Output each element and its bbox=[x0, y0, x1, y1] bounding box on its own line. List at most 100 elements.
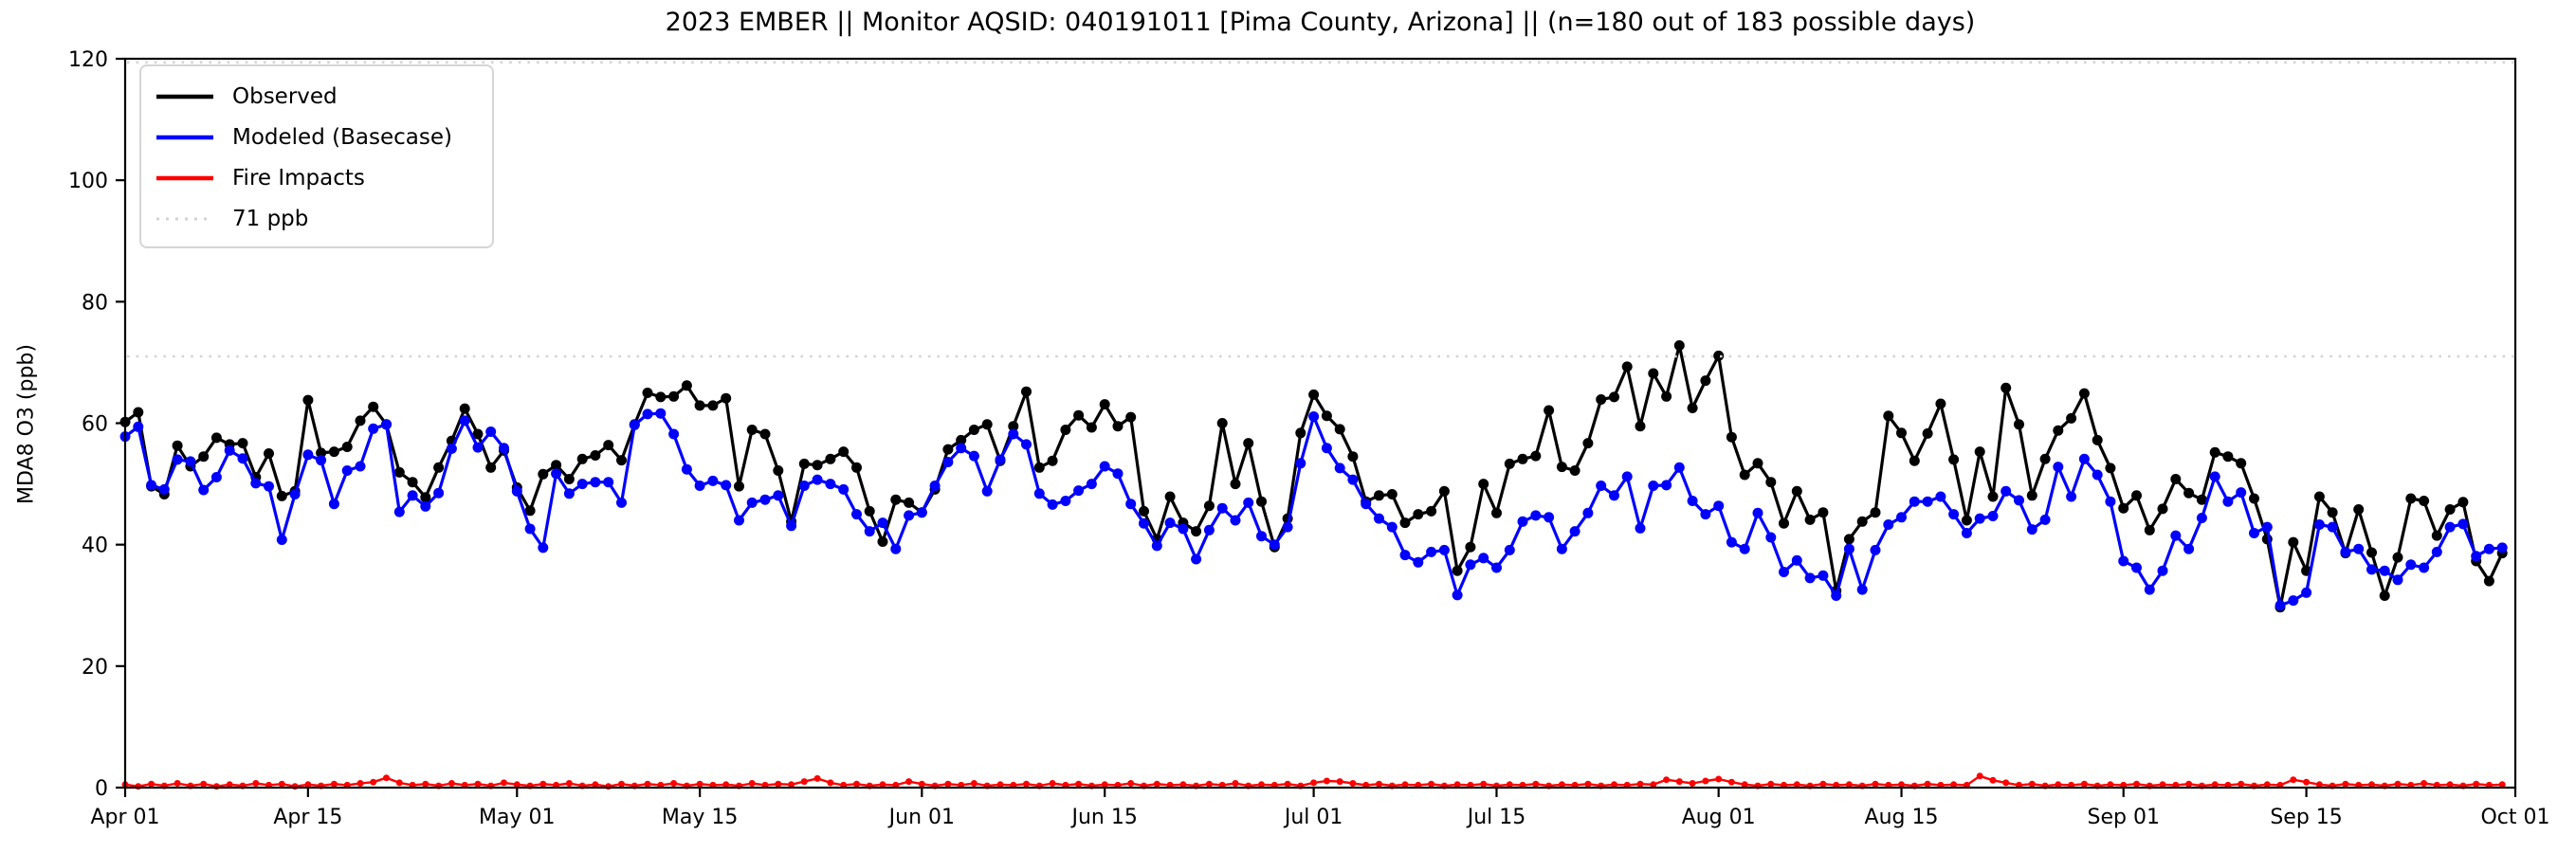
data-point bbox=[551, 468, 562, 480]
data-point bbox=[1399, 550, 1411, 561]
data-point bbox=[2209, 446, 2220, 458]
data-point bbox=[1452, 565, 1463, 576]
data-point bbox=[655, 391, 667, 403]
data-point bbox=[2303, 778, 2311, 786]
data-point bbox=[174, 780, 181, 787]
data-point bbox=[1191, 526, 1202, 537]
data-point bbox=[942, 444, 954, 455]
data-point bbox=[1465, 559, 1476, 571]
data-point bbox=[603, 477, 614, 488]
data-point bbox=[226, 781, 233, 789]
legend-line-sample bbox=[156, 175, 213, 180]
data-point bbox=[250, 478, 262, 489]
data-point bbox=[2379, 565, 2390, 576]
data-point bbox=[1663, 776, 1671, 784]
data-point bbox=[968, 425, 979, 435]
data-point bbox=[944, 780, 952, 788]
legend-label: Observed bbox=[232, 83, 338, 109]
data-point bbox=[1216, 418, 1228, 428]
data-point bbox=[2170, 530, 2182, 541]
data-point bbox=[1491, 562, 1502, 573]
data-point bbox=[694, 400, 705, 411]
data-point bbox=[2238, 780, 2245, 788]
data-point bbox=[252, 780, 260, 787]
data-point bbox=[1480, 780, 1488, 788]
data-point bbox=[1987, 511, 1999, 521]
data-point bbox=[1779, 567, 1789, 577]
data-point bbox=[2431, 530, 2442, 541]
data-point bbox=[1804, 572, 1816, 584]
data-point bbox=[1426, 546, 1437, 557]
data-point bbox=[289, 489, 301, 499]
data-point bbox=[1021, 439, 1032, 450]
data-point bbox=[890, 494, 902, 505]
y-tick-label: 120 bbox=[68, 48, 108, 72]
data-point bbox=[1452, 590, 1463, 601]
data-point bbox=[813, 774, 821, 782]
data-point bbox=[1203, 524, 1215, 535]
data-point bbox=[1791, 485, 1802, 497]
data-point bbox=[524, 523, 536, 535]
data-point bbox=[1008, 428, 1019, 440]
data-point bbox=[746, 497, 758, 508]
data-point bbox=[1793, 781, 1800, 789]
data-point bbox=[1374, 490, 1384, 501]
data-point bbox=[798, 481, 810, 491]
data-point bbox=[1347, 474, 1359, 485]
data-point bbox=[341, 465, 353, 476]
data-point bbox=[1767, 780, 1775, 788]
data-point bbox=[1872, 780, 1879, 788]
data-point bbox=[2457, 497, 2469, 508]
data-point bbox=[2263, 781, 2271, 789]
data-point bbox=[563, 474, 575, 484]
data-point bbox=[2144, 584, 2155, 595]
data-point bbox=[838, 446, 850, 458]
data-point bbox=[1256, 531, 1267, 542]
data-point bbox=[2315, 781, 2323, 789]
data-point bbox=[2014, 495, 2024, 506]
data-point bbox=[499, 443, 509, 454]
data-point bbox=[1896, 512, 1907, 523]
data-point bbox=[1922, 496, 1933, 507]
data-point bbox=[668, 428, 680, 440]
data-point bbox=[655, 408, 667, 419]
data-point bbox=[2498, 781, 2506, 789]
data-point bbox=[2055, 781, 2062, 789]
x-tick-label: Sep 01 bbox=[2087, 806, 2159, 829]
data-point bbox=[1021, 386, 1032, 397]
data-point bbox=[1323, 777, 1330, 785]
data-point bbox=[1582, 438, 1594, 449]
data-point bbox=[1843, 543, 1854, 554]
data-point bbox=[1413, 556, 1424, 568]
data-point bbox=[448, 780, 455, 787]
data-point bbox=[393, 466, 405, 478]
data-point bbox=[1101, 781, 1108, 789]
data-point bbox=[1361, 499, 1372, 510]
data-point bbox=[2053, 425, 2064, 436]
data-point bbox=[276, 490, 287, 501]
data-point bbox=[996, 781, 1004, 789]
data-point bbox=[1556, 543, 1567, 554]
legend-item-71-ppb: 71 ppb bbox=[155, 198, 492, 239]
data-point bbox=[981, 419, 993, 430]
data-point bbox=[2053, 462, 2064, 473]
data-point bbox=[1922, 427, 1933, 439]
data-point bbox=[1491, 507, 1502, 518]
data-point bbox=[2002, 779, 2010, 787]
data-point bbox=[1713, 500, 1725, 512]
data-point bbox=[1047, 499, 1058, 510]
legend-line-sample bbox=[156, 135, 213, 139]
x-tick-label: Aug 01 bbox=[1682, 806, 1756, 829]
data-point bbox=[877, 536, 888, 547]
data-point bbox=[1648, 368, 1659, 379]
data-point bbox=[1256, 496, 1267, 507]
data-point bbox=[1961, 515, 1972, 526]
data-point bbox=[264, 448, 274, 459]
data-point bbox=[916, 507, 927, 518]
data-point bbox=[2118, 555, 2129, 567]
legend-line-sample bbox=[156, 94, 213, 99]
data-point bbox=[1856, 584, 1868, 595]
data-point bbox=[616, 455, 627, 466]
data-point bbox=[576, 479, 588, 490]
